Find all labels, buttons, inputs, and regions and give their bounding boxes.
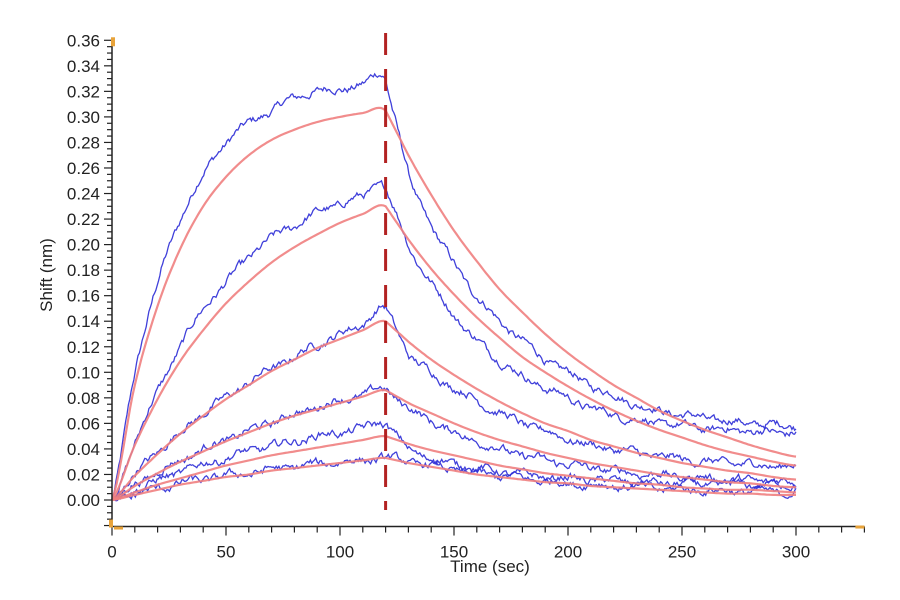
axis-range-marker [855, 525, 865, 529]
x-axis-title: Time (sec) [450, 557, 530, 576]
axes-layer [104, 37, 866, 536]
x-tick-label: 0 [107, 543, 116, 562]
y-tick-label: 0.18 [67, 261, 100, 280]
x-tick-label: 300 [782, 543, 810, 562]
y-tick-label: 0.36 [67, 31, 100, 50]
y-tick-label: 0.12 [67, 338, 100, 357]
y-tick-label: 0.34 [67, 57, 100, 76]
axis-range-marker [114, 526, 123, 530]
y-tick-label: 0.00 [67, 491, 100, 510]
y-tick-label: 0.02 [67, 465, 100, 484]
y-tick-label: 0.10 [67, 363, 100, 382]
y-tick-label: 0.08 [67, 389, 100, 408]
measured-curve-5 [111, 420, 797, 502]
fit-curve-4 [111, 388, 796, 502]
y-tick-label: 0.32 [67, 82, 100, 101]
x-tick-label: 100 [326, 543, 354, 562]
y-tick-label: 0.06 [67, 414, 100, 433]
x-tick-label: 200 [554, 543, 582, 562]
fit-curve-3 [111, 319, 797, 501]
fit-curve-1 [110, 106, 797, 501]
measured-curve-3 [111, 304, 797, 501]
tick-labels: 0.00 0.02 0.04 0.06 0.08 0.10 0.12 0.14 0.16 0.18… [67, 31, 810, 561]
fit-curve-6 [111, 456, 796, 502]
x-tick-label: 250 [668, 543, 696, 562]
axis-range-marker [111, 37, 115, 47]
y-tick-label: 0.04 [67, 440, 100, 459]
y-tick-label: 0.30 [67, 108, 100, 127]
measured-curve-2 [111, 179, 797, 501]
fit-curve-2 [111, 204, 797, 501]
measured-curve-1 [111, 72, 797, 501]
y-tick-label: 0.26 [67, 159, 100, 178]
x-tick-label: 50 [217, 543, 236, 562]
y-tick-label: 0.24 [67, 185, 100, 204]
y-tick-label: 0.16 [67, 287, 100, 306]
y-tick-label: 0.22 [67, 210, 100, 229]
fit-curve-5 [111, 435, 796, 502]
axis-range-marker [109, 519, 113, 528]
x-tick-label: 150 [440, 543, 468, 562]
y-axis-title: Shift (nm) [37, 238, 56, 312]
measured-curve-4 [111, 383, 797, 501]
y-tick-label: 0.14 [67, 312, 100, 331]
y-tick-label: 0.28 [67, 133, 100, 152]
y-tick-label: 0.20 [67, 236, 100, 255]
series-layer [110, 72, 797, 502]
